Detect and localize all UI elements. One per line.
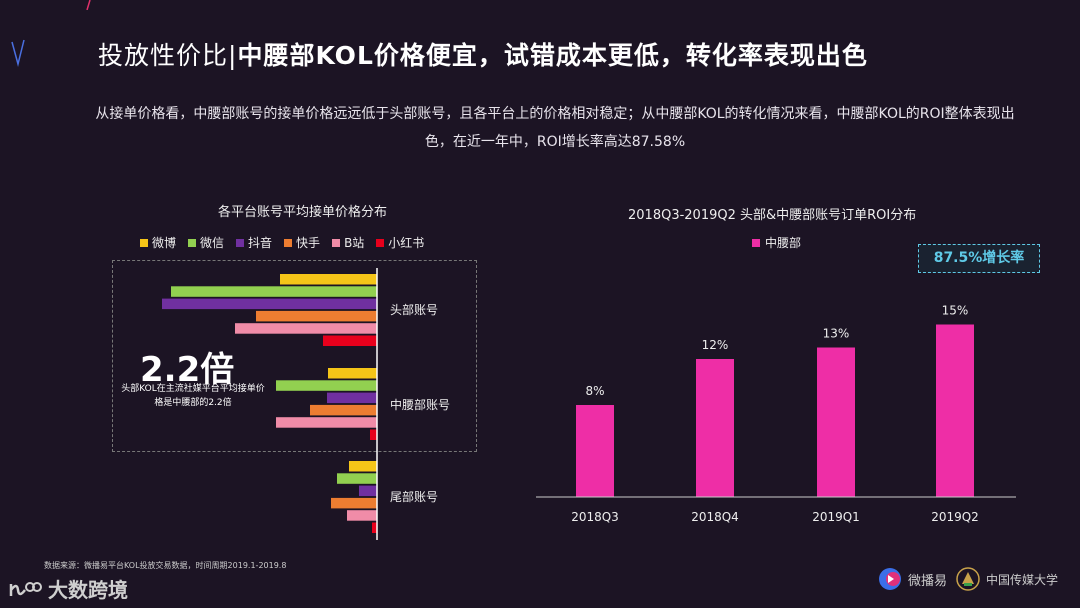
legend-label: 微博: [152, 236, 177, 250]
page-title-light: 投放性价比|: [98, 41, 238, 70]
price-bar-2-2: [359, 485, 377, 497]
price-bar-0-3: [256, 310, 377, 322]
price-bar-2-1: [337, 473, 377, 484]
brand-name-cuc: 中国传媒大学: [986, 572, 1059, 587]
legend-label: 抖音: [248, 236, 273, 250]
legend-swatch: [332, 238, 341, 247]
price-multiple-value: 2.2倍: [140, 350, 235, 390]
price-bar-0-0: [280, 274, 377, 285]
roi-bar-0: [576, 405, 614, 497]
roi-bar-1: [696, 359, 734, 497]
legend-label: 微信: [200, 236, 225, 250]
price-bar-1-0: [328, 368, 377, 379]
price-bar-2-0: [349, 461, 377, 472]
legend-label: 快手: [296, 236, 321, 250]
price-bar-2-5: [372, 522, 377, 533]
right-chart-legend: 中腰部: [752, 234, 801, 251]
legend-label-mid-tier: 中腰部: [765, 236, 802, 250]
roi-growth-badge: 87.5%增长率: [918, 244, 1040, 273]
roi-x-tick-3: 2019Q2: [931, 510, 979, 524]
left-chart-legend: 微博 微信 抖音 快手 B站 小红书: [140, 234, 424, 251]
price-multiple-note: 头部KOL在主流社媒平台平均接单价格是中腰部的2.2倍: [121, 384, 265, 408]
price-bar-1-1: [276, 380, 377, 391]
brand-logo-cuc: 中国传媒大学: [956, 566, 1058, 592]
price-bar-0-1: [171, 286, 377, 297]
head-account-highlight-box: [112, 260, 477, 452]
cuc-emblem-icon: [956, 567, 980, 591]
brand-logo-left: 大数跨境: [8, 574, 128, 603]
weiboyi-logo-icon: [879, 568, 901, 590]
left-chart-title: 各平台账号平均接单价格分布: [218, 205, 388, 220]
price-bar-2-4: [347, 510, 377, 521]
roi-data-label-0: 8%: [585, 384, 604, 398]
roi-bar-2: [817, 347, 855, 497]
roi-data-label-1: 12%: [702, 338, 729, 352]
data-source-note: 数据来源：微播易平台KOL投放交易数据，时间周期2019.1-2019.8: [44, 561, 287, 570]
roi-data-label-3: 15%: [942, 304, 969, 318]
legend-item-0: 微博: [140, 234, 176, 251]
price-bar-1-5: [370, 429, 377, 440]
legend-item-2: 抖音: [236, 234, 272, 251]
legend-swatch: [188, 238, 197, 247]
legend-item-4: B站: [332, 234, 364, 251]
legend-label: B站: [344, 236, 365, 250]
price-bar-0-5: [323, 335, 377, 346]
page-subtitle: 从接单价格看，中腰部账号的接单价格远远低于头部账号，且各平台上的价格相对稳定；从…: [95, 106, 1015, 150]
price-bar-1-4: [276, 417, 377, 428]
price-bar-2-3: [331, 497, 377, 509]
brand-logo-weiboyi: 微播易: [878, 567, 947, 591]
brand-name-weiboyi: 微播易: [908, 573, 948, 589]
legend-item-1: 微信: [188, 234, 224, 251]
category-label-tail: 尾部账号: [390, 490, 439, 504]
category-label-mid: 中腰部账号: [390, 398, 451, 412]
roi-bar-3: [936, 324, 974, 497]
price-bar-0-2: [162, 298, 377, 310]
legend-swatch: [376, 238, 385, 247]
page-title-bold: 中腰部KOL价格便宜，试错成本更低，转化率表现出色: [237, 41, 868, 70]
roi-data-label-2: 13%: [823, 327, 850, 341]
roi-x-tick-0: 2018Q3: [571, 510, 619, 524]
decorative-v-mark: [11, 39, 25, 67]
category-label-head: 头部账号: [390, 303, 439, 317]
legend-item-5: 小红书: [376, 234, 424, 251]
roi-x-tick-1: 2018Q4: [691, 510, 739, 524]
page-title: 投放性价比|中腰部KOL价格便宜，试错成本更低，转化率表现出色: [98, 36, 868, 72]
decorative-slash-mark: [86, 0, 91, 10]
brand-name-left: 大数跨境: [48, 578, 128, 602]
right-chart-title: 2018Q3-2019Q2 头部&中腰部账号订单ROI分布: [628, 208, 917, 223]
legend-swatch: [140, 238, 148, 247]
legend-item-3: 快手: [284, 234, 320, 251]
price-bar-1-3: [310, 404, 377, 416]
dashukuajing-logo-icon: [9, 581, 42, 596]
legend-label: 小红书: [388, 236, 425, 250]
legend-swatch-mid-tier: [752, 238, 760, 247]
price-bar-0-4: [235, 323, 377, 334]
legend-swatch: [284, 238, 293, 247]
roi-x-tick-2: 2019Q1: [812, 510, 860, 524]
price-bar-1-2: [327, 392, 377, 404]
legend-swatch: [236, 238, 245, 247]
